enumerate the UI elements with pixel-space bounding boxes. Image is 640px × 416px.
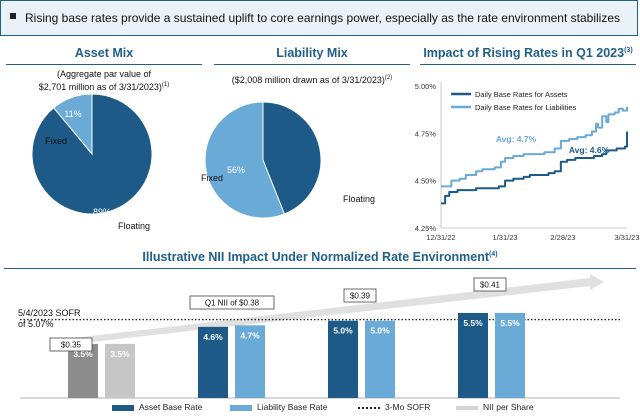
x-tick-label: 2/28/23 [550,233,575,242]
bar-asset [198,326,228,398]
x-tick-label: 3/31/23 [614,233,639,242]
bar-value-label: 5.5% [463,318,483,328]
bar-asset [68,343,98,398]
bar-value-label: 4.7% [240,330,260,340]
liability-mix-title: Liability Mix [276,46,348,60]
asset-mix-note-line2: $2,701 million as of 3/31/2023) [38,82,162,92]
liability-mix-rule [214,64,410,65]
line-legend-label: Daily Base Rates for Liabilities [475,103,577,112]
asset-mix-title: Asset Mix [74,46,134,60]
bar-value-label: 3.5% [73,349,93,359]
liability-mix-note-sup: (2) [384,75,393,81]
series-line-assets [441,131,628,205]
asset-mix-rule [6,64,202,65]
legend-sofr-swatch [358,406,380,409]
nii-callout-box [473,277,507,292]
x-tick-label: 12/31/22 [426,233,455,242]
summary-banner: Rising base rates provide a sustained up… [0,0,638,36]
liability-fixed-label: Fixed [201,173,224,183]
bar-value-label: 5.0% [370,326,390,336]
bar-liability [105,343,135,398]
legend-liability-text: Liability Base Rate [257,402,328,412]
legend-liability-swatch [230,404,252,411]
bar-liability [365,320,395,398]
series-line-liabilities [441,106,628,188]
legend-sofr: 3-Mo SOFR [358,402,430,414]
bar-liability [495,312,525,398]
asset-mix-note-sup: (1) [161,82,170,88]
asset-floating-label: Floating [118,221,151,231]
bar-asset [328,320,358,398]
nii-trend-arrow [56,274,604,346]
y-tick-label: 4.75% [415,129,437,138]
pie-value-label: 44% [328,148,346,158]
sofr-label-line1: 5/4/2023 SOFR [18,308,81,318]
nii-callout-box [189,295,275,310]
asset-fixed-label: Fixed [45,136,68,146]
pie-slice-fixed [53,93,93,156]
bar-value-label: 5.5% [500,318,520,328]
y-tick-label: 5.00% [415,82,437,91]
liability-mix-note: ($2,008 million drawn as of 3/31/2023)(2… [214,73,410,86]
sofr-label: 5/4/2023 SOFR of 5.07% [18,308,98,330]
banner-text: Rising base rates provide a sustained up… [25,11,620,25]
nii-callout-box [49,337,93,352]
nii-chart-rule [4,268,636,269]
nii-callout-label: $0.35 [61,341,82,350]
legend-liability: Liability Base Rate [230,402,327,414]
legend-asset: Asset Base Rate [112,402,202,414]
bar-value-label: 4.6% [203,332,223,342]
y-tick-label: 4.25% [415,224,437,233]
nii-chart-title: Illustrative NII Impact Under Normalized… [142,250,498,264]
legend-asset-text: Asset Base Rate [139,402,203,412]
liability-floating-label: Floating [343,194,376,204]
bullet-icon [10,13,16,19]
legend-nii-text: NII per Share [483,402,534,412]
line-legend-label: Daily Base Rates for Assets [475,90,568,99]
nii-callout-label: Q1 NII of $0.38 [205,299,260,308]
nii-callout-label: $0.39 [350,292,371,301]
bar-asset [458,312,488,398]
bar-value-label: 5.0% [333,326,353,336]
pie-value-label: 89% [93,207,111,217]
pie-slice-fixed [204,101,286,219]
asset-mix-note-line1: (Aggregate par value of [56,69,152,79]
bar-liability [235,325,265,398]
pie-slice-floating [262,101,322,215]
rates-chart-title: Impact of Rising Rates in Q1 2023(3) [423,46,633,60]
nii-callout-label: $0.41 [480,281,501,290]
legend-sofr-text: 3-Mo SOFR [385,402,431,412]
avg-label-assets: Avg: 4.6% [569,145,610,155]
legend-nii-swatch [456,405,478,410]
bar-value-label: 3.5% [110,349,130,359]
avg-label-liabilities: Avg: 4.7% [496,134,537,144]
sofr-label-line2: of 5.07% [18,319,54,329]
asset-mix-note: (Aggregate par value of $2,701 million a… [6,69,202,93]
pie-value-label: 56% [227,165,245,175]
nii-callout-box [343,288,377,303]
legend-asset-swatch [112,404,134,411]
x-tick-label: 1/31/23 [493,233,518,242]
y-tick-label: 4.50% [415,177,437,186]
pie-value-label: 11% [64,109,81,119]
liability-mix-note-text: ($2,008 million drawn as of 3/31/2023) [231,75,385,85]
legend-nii: NII per Share [456,402,534,414]
rates-chart-rule [420,64,636,65]
